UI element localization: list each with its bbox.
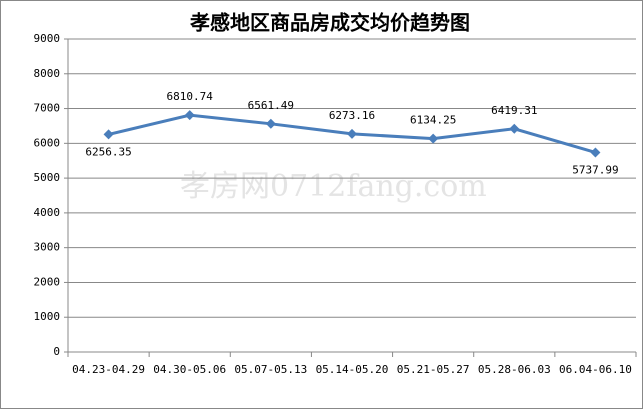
x-tick-label: 05.21-05.27 xyxy=(397,363,470,376)
point xyxy=(347,128,357,139)
point xyxy=(509,123,520,134)
x-tick-label: 04.23-04.29 xyxy=(72,363,145,376)
point xyxy=(590,147,601,158)
y-tick-label: 8000 xyxy=(34,67,61,80)
watermark: 孝房网0712fang.com xyxy=(180,169,487,204)
value-label: 6810.74 xyxy=(167,90,214,103)
x-tick-label: 05.28-06.03 xyxy=(478,363,551,376)
y-tick-label: 7000 xyxy=(34,102,61,115)
value-label: 6134.25 xyxy=(410,114,456,127)
y-tick-label: 4000 xyxy=(34,206,61,219)
value-label: 6256.35 xyxy=(85,145,131,158)
point xyxy=(103,129,114,140)
value-label: 6561.49 xyxy=(248,99,294,112)
x-tick-label: 05.07-05.13 xyxy=(234,363,307,376)
value-label: 6273.16 xyxy=(329,109,375,122)
y-tick-label: 0 xyxy=(53,345,60,358)
y-tick-label: 2000 xyxy=(34,275,61,288)
value-label: 6419.31 xyxy=(491,104,537,117)
y-tick-label: 6000 xyxy=(34,136,61,149)
point xyxy=(265,118,276,129)
y-tick-label: 5000 xyxy=(34,171,61,184)
y-tick-label: 1000 xyxy=(34,310,61,323)
x-tick-label: 05.14-05.20 xyxy=(316,363,389,376)
y-tick-label: 3000 xyxy=(34,241,61,254)
point xyxy=(428,133,439,144)
x-tick-label: 04.30-05.06 xyxy=(153,363,226,376)
point xyxy=(184,110,195,121)
y-tick-label: 9000 xyxy=(34,32,61,45)
chart-title: 孝感地区商品房成交均价趋势图 xyxy=(189,11,470,35)
x-tick-label: 06.04-06.10 xyxy=(559,363,632,376)
value-label: 5737.99 xyxy=(572,163,618,176)
